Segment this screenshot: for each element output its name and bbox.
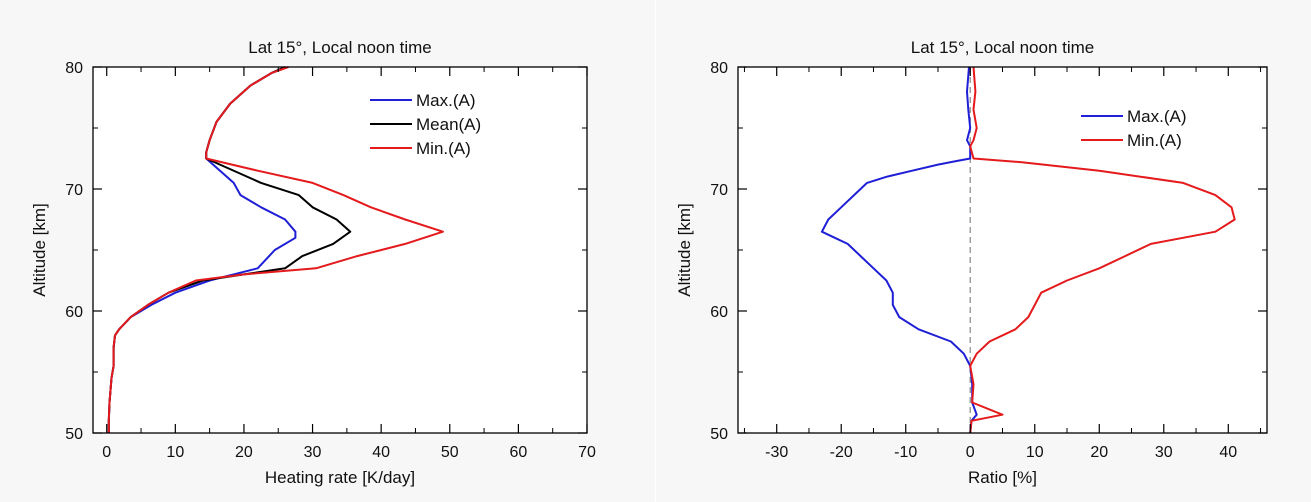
y-tick-label: 60 [710, 304, 728, 321]
y-tick-label: 50 [710, 426, 728, 443]
x-tick-label: 50 [441, 444, 459, 461]
x-tick-label: 0 [966, 444, 975, 461]
y-axis-title: Altitude [km] [30, 203, 49, 297]
x-tick-label: 60 [509, 444, 527, 461]
x-tick-label: 20 [235, 444, 253, 461]
legend-label-1: Min.(A) [1127, 131, 1182, 150]
x-tick-label: 30 [304, 444, 322, 461]
legend-label-1: Mean(A) [416, 115, 481, 134]
y-tick-label: 80 [710, 60, 728, 77]
legend-label-0: Max.(A) [1127, 107, 1187, 126]
x-axis-title: Ratio [%] [968, 468, 1037, 487]
x-tick-label: 20 [1090, 444, 1108, 461]
y-tick-label: 70 [65, 182, 83, 199]
y-axis-title: Altitude [km] [675, 203, 694, 297]
legend-label-0: Max.(A) [416, 91, 476, 110]
series-line-1 [969, 66, 1236, 434]
right-chart: -30 -20 -10 0 10 20 30 40 50 60 70 80 Lat 15°, Local… [675, 38, 1268, 487]
chart-title: Lat 15°, Local noon time [911, 38, 1095, 57]
chart-title: Lat 15°, Local noon time [248, 38, 432, 57]
x-tick-label: -10 [894, 444, 917, 461]
y-tick-label: 50 [65, 426, 83, 443]
x-tick-label: -30 [765, 444, 788, 461]
x-tick-label: 0 [102, 444, 111, 461]
left-chart-panel: 0 10 20 30 40 50 60 70 50 60 70 80 Lat 15°, Local no… [0, 0, 655, 502]
x-tick-label: 30 [1155, 444, 1173, 461]
y-tick-label: 70 [710, 182, 728, 199]
right-chart-panel: -30 -20 -10 0 10 20 30 40 50 60 70 80 Lat 15°, Local… [656, 0, 1311, 502]
plot-area [738, 67, 1267, 433]
plot-area [93, 67, 587, 433]
x-tick-label: 40 [372, 444, 390, 461]
legend-label-2: Min.(A) [416, 139, 471, 158]
x-tick-label: 10 [1026, 444, 1044, 461]
left-chart: 0 10 20 30 40 50 60 70 50 60 70 80 Lat 15°, Local no… [30, 38, 596, 487]
x-tick-label: 10 [166, 444, 184, 461]
y-tick-label: 80 [65, 60, 83, 77]
x-tick-label: 70 [578, 444, 596, 461]
x-tick-label: -20 [830, 444, 853, 461]
y-tick-label: 60 [65, 304, 83, 321]
x-tick-label: 40 [1219, 444, 1237, 461]
series-line-2 [107, 66, 444, 433]
x-axis-title: Heating rate [K/day] [265, 468, 415, 487]
